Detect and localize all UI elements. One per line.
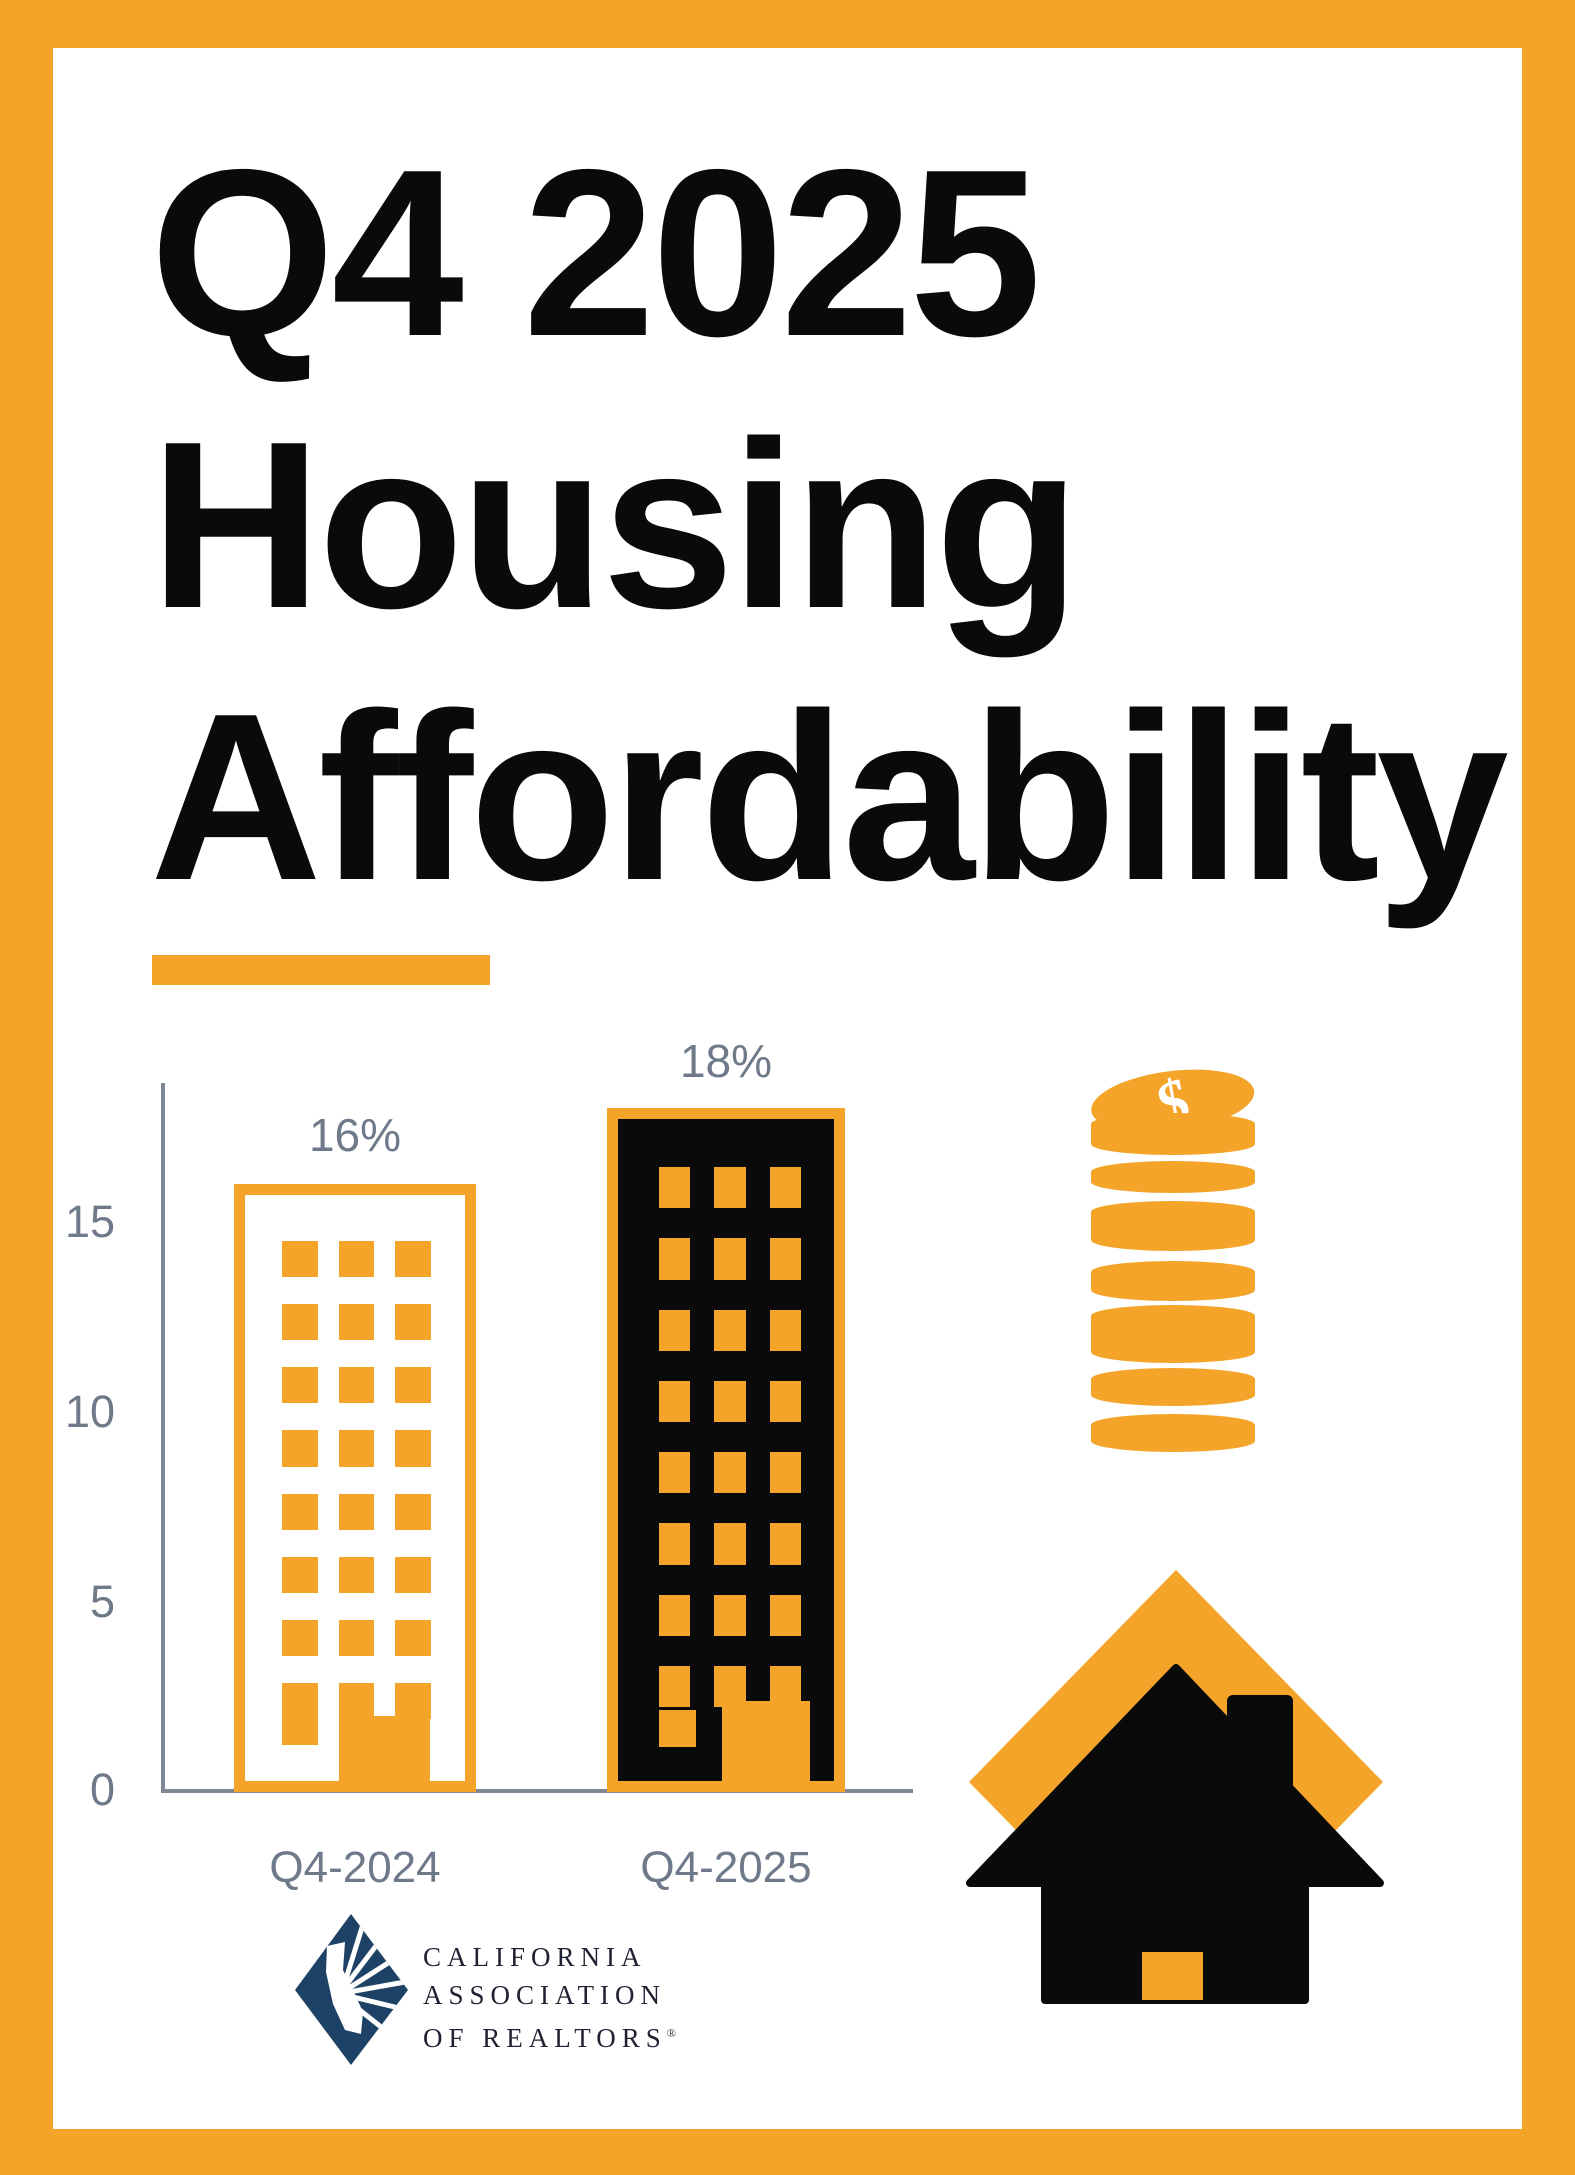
car-logo-diamond-icon bbox=[295, 1914, 408, 2065]
building-window bbox=[395, 1682, 431, 1719]
bar-value-label-q4-2025: 18% bbox=[679, 1035, 773, 1087]
house-icon bbox=[966, 1570, 1384, 2004]
registered-mark: ® bbox=[666, 2026, 676, 2040]
title-line-1: Q4 2025 bbox=[150, 121, 1042, 386]
building-window bbox=[769, 1594, 801, 1636]
building-window bbox=[395, 1430, 431, 1467]
building-window bbox=[769, 1665, 801, 1707]
building-window bbox=[338, 1619, 375, 1656]
bar-q4-2025-building bbox=[607, 1108, 845, 1792]
building-window bbox=[659, 1309, 691, 1351]
building-window bbox=[338, 1682, 375, 1719]
building-window bbox=[659, 1238, 691, 1280]
building-window bbox=[769, 1380, 801, 1422]
building-window bbox=[659, 1523, 691, 1565]
building-window bbox=[659, 1452, 691, 1494]
coin-stack-icon: $ bbox=[1091, 1066, 1255, 1452]
building-windows-grid bbox=[659, 1167, 801, 1707]
title-line-3: Affordability bbox=[150, 665, 1509, 930]
building-window bbox=[338, 1493, 375, 1530]
building-window bbox=[282, 1619, 318, 1656]
building-window bbox=[282, 1241, 318, 1278]
building-window bbox=[769, 1309, 801, 1351]
x-label-q4-2024: Q4-2024 bbox=[269, 1843, 441, 1892]
building-window bbox=[714, 1665, 746, 1707]
building-window bbox=[395, 1241, 431, 1278]
building-window bbox=[659, 1380, 691, 1422]
y-tick-5: 5 bbox=[89, 1576, 115, 1627]
building-window bbox=[282, 1682, 318, 1719]
page-title: Q4 2025 Housing Affordability bbox=[150, 118, 1509, 934]
y-tick-15: 15 bbox=[64, 1196, 115, 1247]
building-window bbox=[282, 1556, 318, 1593]
title-accent-bar bbox=[152, 955, 490, 985]
building-window bbox=[659, 1594, 691, 1636]
building-window bbox=[395, 1304, 431, 1341]
building-window bbox=[714, 1238, 746, 1280]
building-window bbox=[714, 1167, 746, 1209]
building-door bbox=[339, 1716, 430, 1792]
building-door bbox=[722, 1701, 810, 1792]
logo-line-association: ASSOCIATION bbox=[423, 1980, 667, 2010]
building-window bbox=[714, 1452, 746, 1494]
car-logo: CALIFORNIA ASSOCIATION OF REALTORS® bbox=[293, 1912, 1093, 2082]
logo-line-of-realtors: OF REALTORS® bbox=[423, 2023, 676, 2053]
building-window bbox=[714, 1309, 746, 1351]
building-window bbox=[338, 1367, 375, 1404]
car-logo-text: CALIFORNIA ASSOCIATION OF REALTORS® bbox=[423, 1938, 676, 2057]
title-line-2: Housing bbox=[150, 393, 1080, 658]
building-window bbox=[395, 1367, 431, 1404]
building-window bbox=[769, 1452, 801, 1494]
building-window bbox=[714, 1523, 746, 1565]
building-window bbox=[282, 1493, 318, 1530]
bar-value-label-q4-2024: 16% bbox=[308, 1109, 402, 1161]
building-window bbox=[769, 1238, 801, 1280]
building-window bbox=[714, 1594, 746, 1636]
building-window bbox=[659, 1710, 696, 1747]
building-window bbox=[282, 1367, 318, 1404]
california-state-shape bbox=[326, 1942, 363, 2034]
building-window bbox=[282, 1718, 318, 1745]
building-window bbox=[659, 1665, 691, 1707]
building-window bbox=[282, 1430, 318, 1467]
building-window bbox=[338, 1304, 375, 1341]
building-window bbox=[338, 1556, 375, 1593]
building-window bbox=[338, 1241, 375, 1278]
x-label-q4-2025: Q4-2025 bbox=[640, 1843, 812, 1892]
building-window bbox=[769, 1167, 801, 1209]
x-axis-line bbox=[161, 1789, 913, 1793]
y-tick-10: 10 bbox=[64, 1386, 115, 1437]
building-window bbox=[395, 1556, 431, 1593]
y-axis-line bbox=[161, 1083, 165, 1793]
bar-q4-2024-building bbox=[234, 1184, 476, 1792]
building-window bbox=[395, 1493, 431, 1530]
building-window bbox=[282, 1304, 318, 1341]
building-window bbox=[659, 1167, 691, 1209]
y-tick-0: 0 bbox=[89, 1764, 115, 1815]
building-window bbox=[769, 1523, 801, 1565]
logo-line-california: CALIFORNIA bbox=[423, 1942, 647, 1972]
house-door bbox=[1142, 1952, 1203, 2000]
building-windows-grid bbox=[282, 1241, 431, 1719]
building-window bbox=[714, 1380, 746, 1422]
building-window bbox=[395, 1619, 431, 1656]
building-window bbox=[338, 1430, 375, 1467]
